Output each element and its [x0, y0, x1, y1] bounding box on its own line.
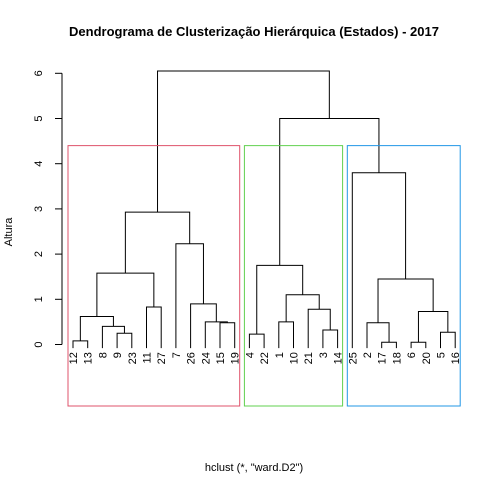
dendrogram-link: [278, 321, 294, 349]
leaf-label: 26: [186, 352, 198, 364]
cluster-2-box: [243, 145, 344, 407]
dendrogram-link: [351, 172, 407, 349]
y-tick-label: 1: [33, 296, 45, 302]
dendrogram-link: [175, 243, 204, 349]
dendrogram-link: [124, 211, 191, 274]
dendrogram-link: [219, 322, 236, 349]
y-axis: 0 1 2 3 4 5 6: [33, 70, 63, 348]
dendrogram-link: [101, 325, 125, 349]
cluster-boxes: [67, 145, 461, 407]
leaf-label: 20: [421, 352, 433, 364]
dendrogram-link: [256, 264, 304, 335]
dendrogram-link: [440, 331, 456, 349]
y-tick-label: 5: [33, 115, 45, 121]
dendrogram-link: [190, 303, 217, 349]
dendrogram-link: [79, 315, 114, 341]
leaf-label: 21: [303, 352, 315, 364]
cluster-1-box: [67, 145, 241, 407]
y-tick-label: 6: [33, 70, 45, 76]
x-axis-label: hclust (*, "ward.D2"): [205, 462, 303, 474]
chart-title: Dendrograma de Clusterização Hierárquica…: [69, 24, 439, 39]
dendrogram-link: [322, 329, 339, 349]
y-tick-label: 4: [33, 161, 45, 167]
cluster-3-box: [346, 145, 461, 407]
leaf-label: 18: [391, 352, 403, 364]
dendrogram-link: [279, 118, 380, 266]
dendrogram-link: [248, 333, 265, 349]
dendrogram-link: [204, 321, 228, 349]
leaf-label: 13: [83, 352, 95, 364]
dendrogram-links: [72, 70, 456, 349]
y-axis-label: Altura: [3, 217, 15, 247]
leaf-label: 6: [406, 352, 418, 358]
leaf-label: 1: [274, 352, 286, 358]
leaf-label: 15: [215, 352, 227, 364]
leaf-label: 10: [289, 352, 301, 364]
dendrogram-link: [116, 332, 133, 349]
leaf-label: 14: [333, 352, 345, 364]
leaf-label: 11: [142, 352, 154, 363]
dendrogram-link: [366, 322, 390, 349]
y-tick-label: 3: [33, 206, 45, 212]
dendrogram-link: [72, 340, 89, 349]
leaf-label: 5: [436, 352, 448, 358]
leaf-label: 9: [112, 352, 124, 358]
leaf-label: 24: [200, 352, 212, 364]
leaf-label: 12: [68, 352, 80, 364]
dendrogram-link: [285, 294, 320, 322]
leaf-label: 23: [127, 352, 139, 364]
dendrogram-link: [381, 341, 397, 349]
leaf-label: 2: [362, 352, 374, 358]
dendrogram-link: [307, 308, 331, 349]
leaf-label: 27: [156, 352, 168, 364]
y-tick-label: 2: [33, 251, 45, 257]
leaf-label: 17: [377, 352, 389, 364]
leaf-label: 22: [259, 352, 271, 364]
dendrogram-link: [146, 306, 162, 349]
leaf-label: 7: [171, 352, 183, 358]
dendrogram-link: [417, 311, 449, 343]
leaf-label: 16: [450, 352, 462, 364]
y-tick-label: 0: [33, 341, 45, 347]
leaf-label: 4: [244, 352, 256, 358]
dendrogram-link: [96, 272, 155, 317]
leaf-labels: 12 13 8 9 23 11 27 7 26 24 15 19 4 22 1 10 21 3 14 25 2 17 18 6…: [68, 352, 462, 364]
leaf-label: 19: [230, 352, 242, 364]
leaf-label: 8: [97, 352, 109, 358]
leaf-label: 3: [318, 352, 330, 358]
leaf-label: 25: [347, 352, 359, 364]
dendrogram-link: [377, 278, 434, 323]
dendrogram-link: [410, 341, 427, 349]
dendrogram-link: [157, 70, 330, 213]
